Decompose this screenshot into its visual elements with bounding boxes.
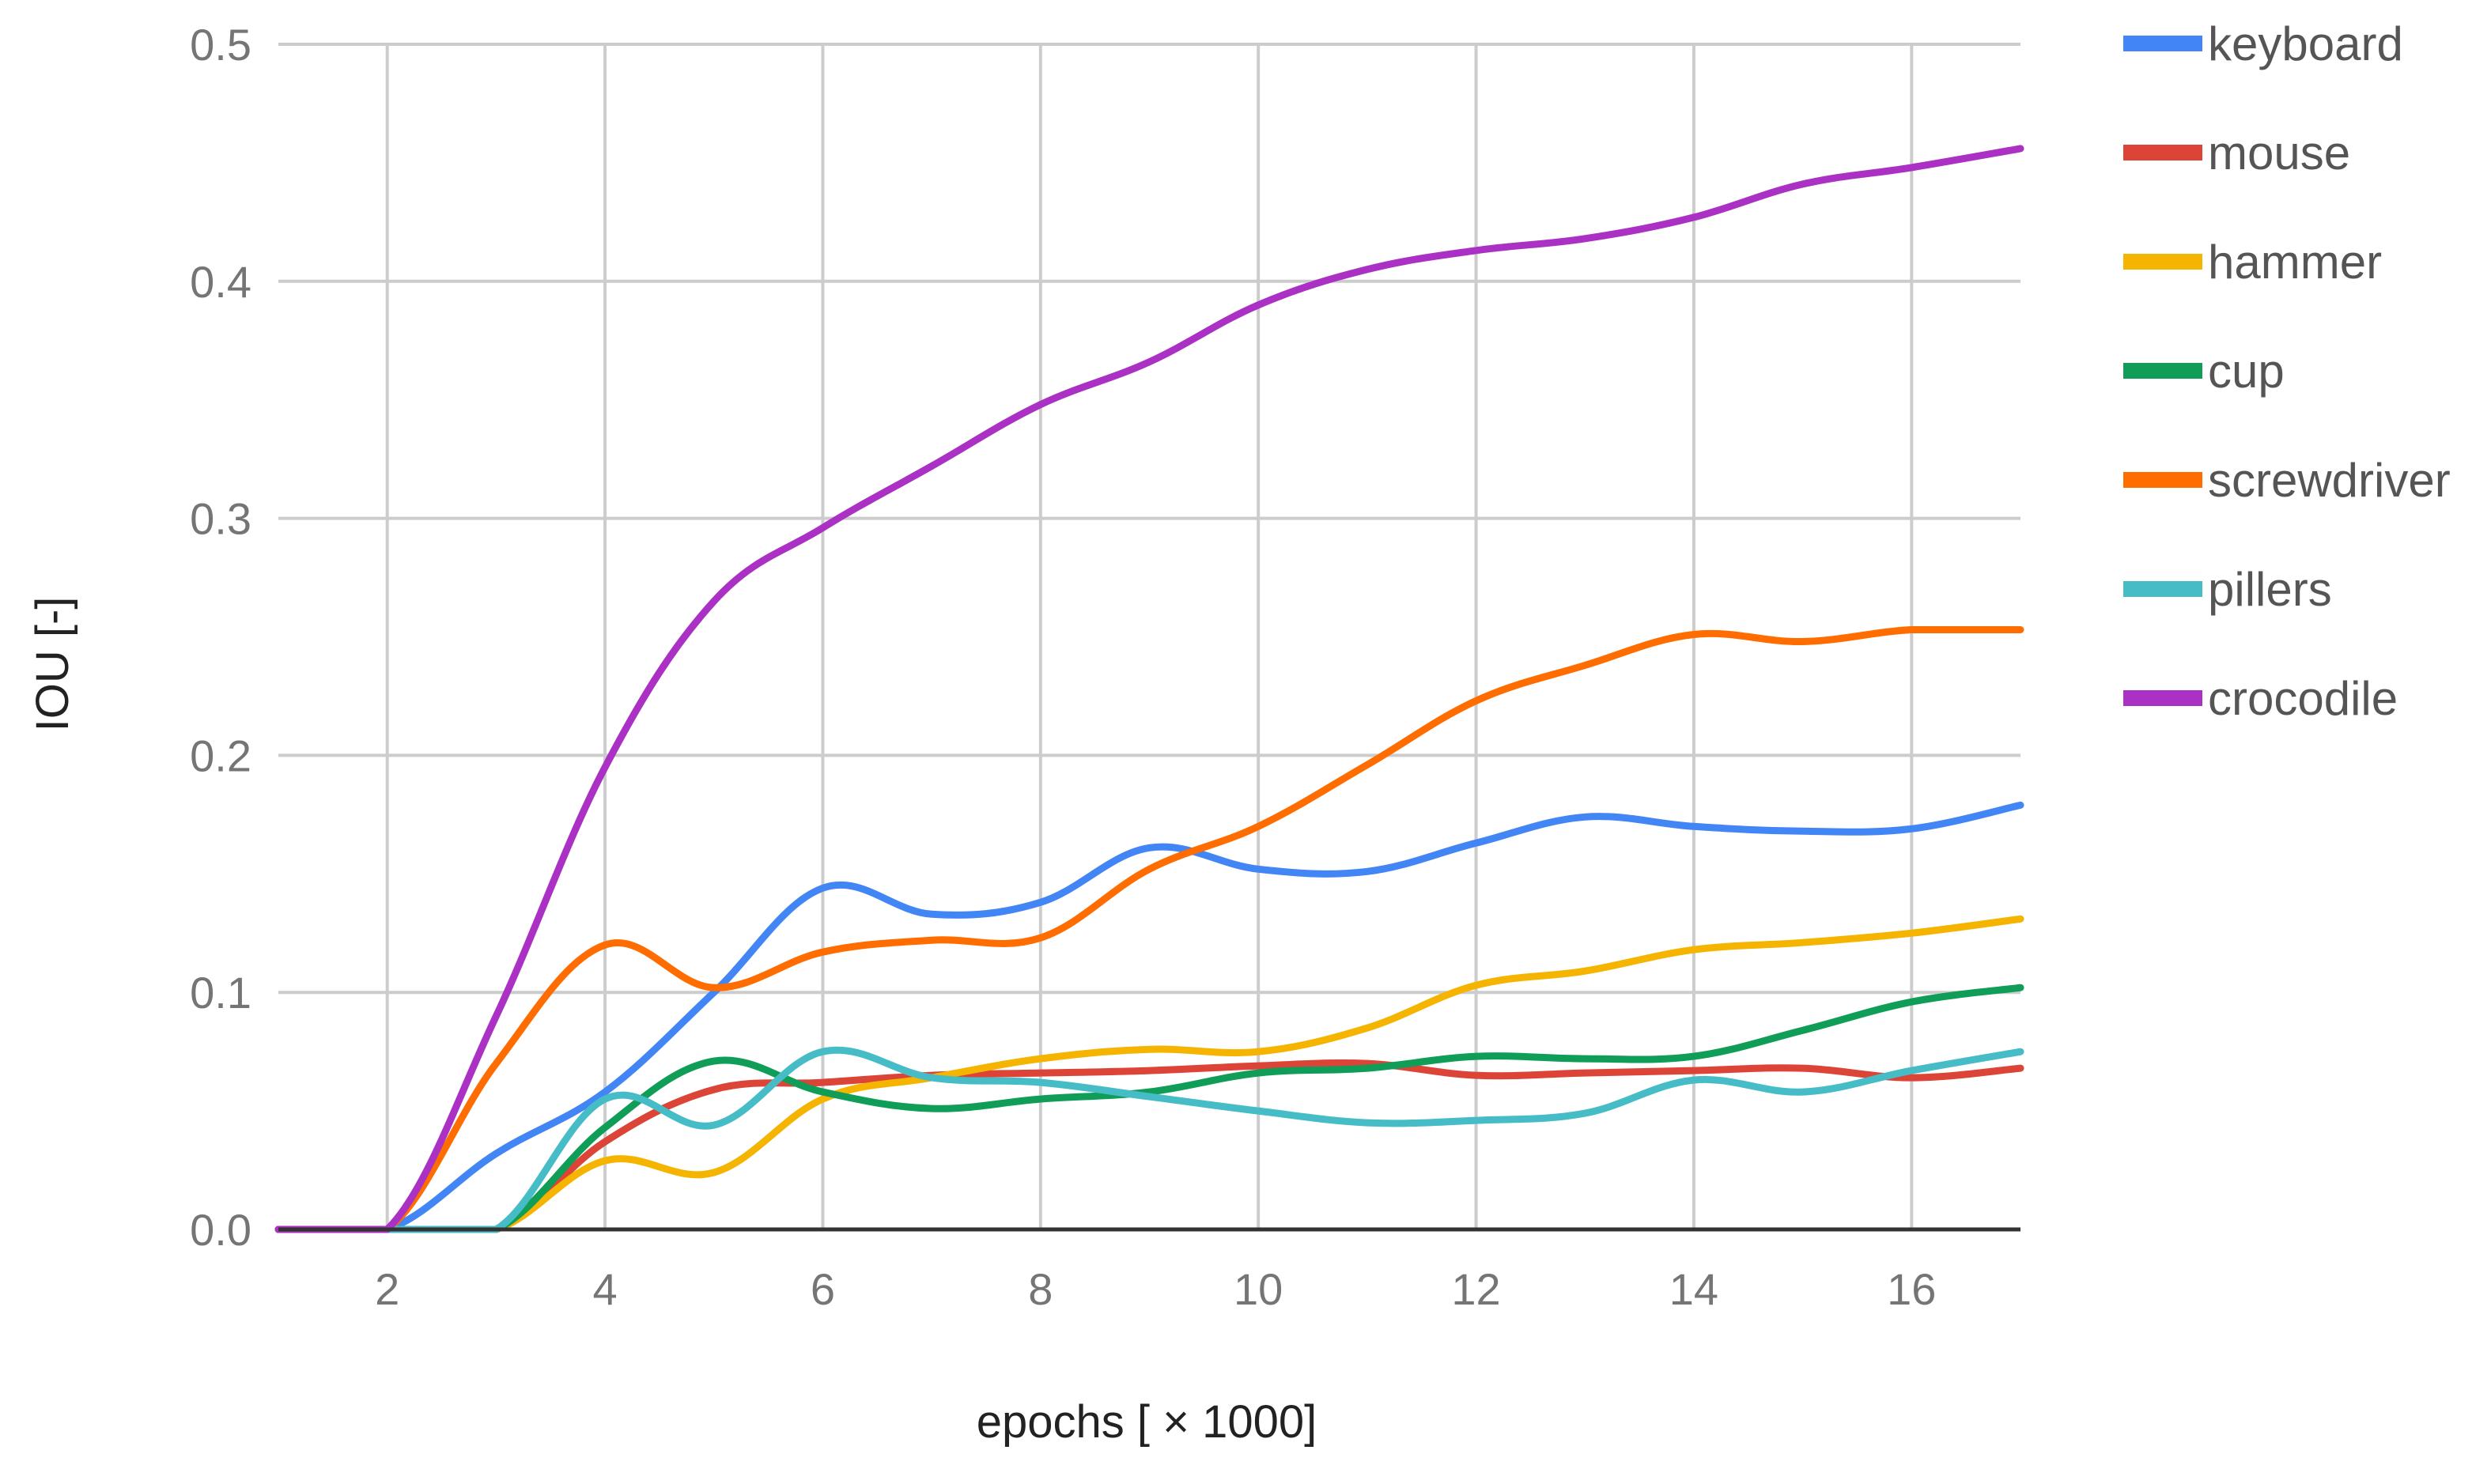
grid-layer — [278, 43, 2020, 1229]
legend-label-hammer: hammer — [2208, 236, 2382, 289]
x-tick-label: 4 — [592, 1264, 617, 1314]
legend-swatch-mouse — [2123, 145, 2202, 160]
x-tick-label: 12 — [1451, 1264, 1500, 1314]
series-line-screwdriver — [274, 625, 2024, 1233]
legend: keyboard mouse hammer cup screwdriver pillers… — [2123, 17, 2451, 725]
y-tick-label: 0.3 — [190, 494, 251, 544]
axis-layer: 0.0 0.1 0.2 0.3 0.4 0.5 2 4 6 8 10 12 14 16 — [190, 20, 2020, 1314]
x-tick-label: 14 — [1669, 1264, 1718, 1314]
legend-label-mouse: mouse — [2208, 126, 2350, 179]
series-line-cup — [274, 984, 2024, 1233]
legend-label-pillers: pillers — [2208, 563, 2332, 616]
series-line-crocodile — [274, 145, 2024, 1233]
legend-label-cup: cup — [2208, 345, 2285, 398]
legend-swatch-pillers — [2123, 581, 2202, 597]
x-tick-label: 2 — [375, 1264, 399, 1314]
series-line-hammer — [274, 915, 2024, 1233]
legend-label-crocodile: crocodile — [2208, 672, 2398, 725]
y-axis-title: IOU [-] — [27, 597, 78, 732]
legend-label-screwdriver: screwdriver — [2208, 454, 2451, 507]
x-tick-label: 8 — [1028, 1264, 1053, 1314]
y-tick-label: 0.1 — [190, 968, 251, 1018]
y-tick-label: 0.0 — [190, 1205, 251, 1255]
series-line-mouse — [274, 1059, 2024, 1233]
x-axis-title: epochs [ × 1000] — [977, 1396, 1317, 1448]
series-layer — [274, 145, 2024, 1233]
x-tick-label: 6 — [811, 1264, 835, 1314]
legend-swatch-keyboard — [2123, 36, 2202, 51]
series-line-pillers — [274, 1046, 2024, 1233]
y-tick-label: 0.5 — [190, 20, 251, 70]
x-tick-label: 16 — [1887, 1264, 1936, 1314]
legend-swatch-cup — [2123, 363, 2202, 379]
legend-swatch-crocodile — [2123, 690, 2202, 706]
legend-label-keyboard: keyboard — [2208, 17, 2403, 70]
legend-swatch-hammer — [2123, 254, 2202, 270]
y-tick-label: 0.2 — [190, 731, 251, 780]
series-line-keyboard — [274, 801, 2024, 1233]
legend-swatch-screwdriver — [2123, 472, 2202, 488]
x-tick-label: 10 — [1234, 1264, 1283, 1314]
y-tick-label: 0.4 — [190, 257, 251, 307]
